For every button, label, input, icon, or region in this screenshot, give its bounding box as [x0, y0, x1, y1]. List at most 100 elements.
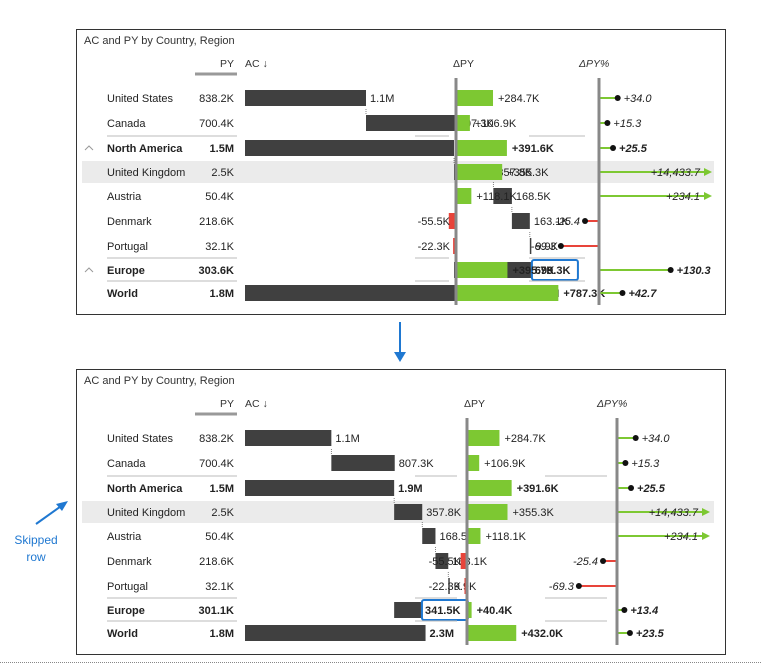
py-value: 700.4K [199, 118, 235, 130]
pct-overflow-arrow-icon [702, 532, 710, 540]
ac-value: 1.1M [335, 433, 359, 445]
dpy-bar [467, 504, 508, 520]
row-label: United States [107, 93, 174, 105]
py-value: 50.4K [205, 531, 234, 543]
pct-value: +15.3 [613, 118, 642, 130]
chart-title: AC and PY by Country, Region [84, 375, 235, 387]
pct-value: +13.4 [630, 605, 658, 617]
arrow-down-icon [394, 322, 406, 362]
pct-dot [619, 290, 626, 296]
dpy-bar [456, 188, 472, 204]
pct-value: -69.3 [531, 241, 557, 253]
row-label: Portugal [107, 581, 148, 593]
ac-value: 357.8K [426, 507, 462, 519]
collapse-chevron-icon [84, 145, 94, 151]
row-label: United Kingdom [107, 167, 185, 179]
row-label: Austria [107, 191, 142, 203]
ac-value: 341.5K [425, 605, 461, 617]
py-value: 50.4K [205, 191, 234, 203]
pct-dot [557, 243, 564, 249]
dpy-value: +284.7K [504, 433, 546, 445]
ac-value: 357.8K [497, 167, 533, 179]
row-label: North America [107, 483, 183, 495]
row-label: World [107, 288, 138, 300]
row-label: Portugal [107, 241, 148, 253]
ac-bar [394, 504, 423, 520]
header-ac: AC ↓ [245, 398, 268, 410]
dpy-value: +391.6K [517, 483, 559, 495]
py-value: 218.6K [199, 556, 235, 568]
highlight-box [530, 259, 579, 281]
annotation-arrow-icon [35, 501, 68, 525]
pct-value: -69.3 [549, 581, 575, 593]
pct-value: +14,433.7 [651, 167, 701, 179]
ac-bar [245, 625, 426, 641]
dpy-value: -55.5K [429, 556, 462, 568]
ac-bar [493, 188, 512, 204]
pct-dot [600, 558, 607, 564]
header-dpy-pct: ΔPY% [596, 398, 627, 410]
header-ac: AC ↓ [245, 58, 268, 70]
header-dpy: ΔPY [464, 398, 485, 410]
row-label: World [107, 628, 138, 640]
pct-value: +234.1 [666, 191, 700, 203]
dpy-value: -55.5K [418, 216, 451, 228]
py-value: 1.8M [210, 288, 234, 300]
pct-dot [621, 607, 628, 613]
ac-bar [245, 140, 454, 156]
ac-value: 163.1K [534, 216, 570, 228]
chart-panel-bottom: AC and PY by Country, Region PY AC ↓ ΔPY ΔP… [76, 369, 726, 655]
dpy-bar [456, 90, 494, 106]
py-value: 838.2K [199, 433, 235, 445]
pct-value: -25.4 [555, 216, 580, 228]
dpy-value: -22.3K [429, 581, 462, 593]
ac-value: 2.3M [430, 628, 454, 640]
header-dpy-pct: ΔPY% [578, 58, 609, 70]
ac-bar [245, 90, 366, 106]
chart-panel-top: AC and PY by Country, Region PY AC ↓ ΔPY ΔP… [76, 29, 726, 315]
pct-overflow-arrow-icon [702, 508, 710, 516]
ac-bar [511, 213, 530, 229]
table-chart-top: PY AC ↓ ΔPY ΔPY% United States 838.2K 1.1M +284… [82, 58, 714, 305]
dpy-bar [467, 625, 517, 641]
dpy-bar [467, 528, 481, 544]
py-value: 32.1K [205, 581, 234, 593]
ac-value: 807.3K [399, 458, 435, 470]
dpy-value: +432.0K [521, 628, 563, 640]
ac-bar [245, 480, 395, 496]
ac-value: 168.5K [516, 191, 552, 203]
row-label: United States [107, 433, 174, 445]
dpy-value: +787.3K [563, 288, 605, 300]
row-label: Denmark [107, 556, 152, 568]
pct-dot [610, 145, 617, 151]
pct-dot [575, 583, 582, 589]
pct-dot [614, 95, 621, 101]
dpy-value: +284.7K [498, 93, 540, 105]
pct-value: +25.5 [637, 483, 666, 495]
dpy-bar [448, 213, 456, 229]
pct-value: +34.0 [624, 93, 653, 105]
dpy-bar [456, 262, 508, 278]
annotation-label-line2: row [26, 550, 46, 564]
pct-dot [632, 435, 639, 441]
pct-dot [626, 630, 633, 636]
header-dpy: ΔPY [453, 58, 474, 70]
dpy-bar [467, 430, 500, 446]
pct-value: +25.5 [619, 143, 648, 155]
row-label: Austria [107, 531, 142, 543]
ac-bar [529, 238, 532, 254]
dpy-bar [467, 602, 472, 618]
ac-bar [435, 553, 449, 569]
pct-value: +14,433.7 [649, 507, 699, 519]
dpy-bar [456, 115, 470, 131]
dpy-bar [460, 553, 467, 569]
pct-value: +34.0 [642, 433, 671, 445]
pct-value: +130.3 [677, 265, 711, 277]
dpy-value: +355.3K [513, 507, 555, 519]
dpy-value: +106.9K [475, 118, 517, 130]
pct-value: -25.4 [573, 556, 598, 568]
row-label: North America [107, 143, 183, 155]
pct-dot [622, 460, 629, 466]
py-value: 2.5K [211, 507, 234, 519]
shaded-row-bg [82, 161, 714, 183]
